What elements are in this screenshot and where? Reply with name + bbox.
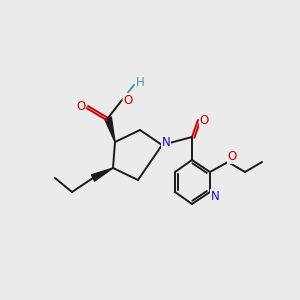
Text: H: H — [136, 76, 144, 89]
Polygon shape — [105, 117, 115, 142]
Polygon shape — [92, 168, 113, 181]
Text: N: N — [211, 190, 219, 202]
Text: O: O — [227, 151, 237, 164]
Text: N: N — [162, 136, 170, 148]
Text: O: O — [76, 100, 85, 112]
Text: O: O — [200, 113, 208, 127]
Text: O: O — [123, 94, 133, 106]
